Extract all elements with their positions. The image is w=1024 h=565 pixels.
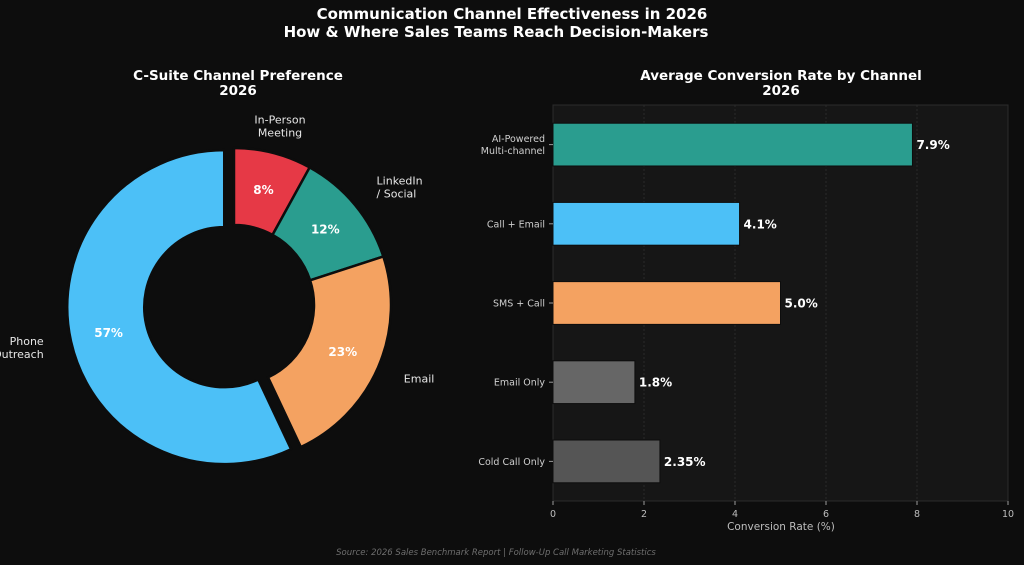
bar-value-label-call-email: 4.1%	[744, 217, 777, 231]
bar-call-email	[552, 201, 741, 246]
bar-value-label-email-only: 1.8%	[639, 376, 672, 390]
main-title-line1: Communication Channel Effectiveness in 2…	[317, 5, 708, 23]
pie-pct-label-phone-outreach: 57%	[94, 326, 123, 340]
bar-category-label-ai-powered-multi-channel: AI-Powered Multi-channel	[481, 134, 545, 157]
bar-value-label-ai-powered-multi-channel: 7.9%	[916, 138, 949, 152]
pie-slice-phone-outreach	[66, 148, 293, 466]
bar-tick-label-2: 2	[641, 509, 647, 520]
source-note: Source: 2026 Sales Benchmark Report | Fo…	[336, 548, 656, 558]
bar-tick-label-6: 6	[823, 509, 829, 520]
bar-ai-powered-multi-channel	[552, 122, 913, 167]
pie-title-line2: 2026	[219, 83, 257, 99]
bar-category-label-cold-call-only: Cold Call Only	[478, 457, 545, 468]
bar-email-only	[552, 360, 636, 405]
bar-tick-label-4: 4	[732, 509, 738, 520]
pie-pct-label-linkedin-social: 12%	[311, 222, 340, 236]
bar-category-label-call-email: Call + Email	[487, 219, 545, 230]
pie-category-label-email: Email	[404, 372, 435, 385]
bar-category-label-email-only: Email Only	[494, 378, 546, 389]
bar-title-line2: 2026	[762, 83, 800, 99]
bar-gridlines: 0 2 4 6 8 10	[550, 105, 1014, 520]
bar-tick-label-10: 10	[1002, 509, 1014, 520]
pie-pct-label-email: 23%	[328, 345, 357, 359]
pie-pct-label-in-person-meeting: 8%	[253, 183, 273, 197]
bar-value-label-sms-call: 5.0%	[785, 297, 818, 311]
pie-category-label-linkedin-social: LinkedIn / Social	[377, 175, 423, 201]
bar-value-label-cold-call-only: 2.35%	[664, 455, 706, 469]
donut-chart: 8% In-Person Meeting 12% LinkedIn / Social 23%…	[0, 113, 435, 466]
pie-category-label-in-person-meeting: In-Person Meeting	[254, 113, 305, 139]
bar-category-label-sms-call: SMS + Call	[493, 299, 545, 310]
pie-slice-email	[266, 254, 393, 449]
pie-category-label-phone-outreach: PhoneOutreach	[0, 335, 44, 361]
bar-title-line1: Average Conversion Rate by Channel	[640, 68, 921, 84]
bar-tick-label-8: 8	[914, 509, 920, 520]
bar-chart: 7.9% AI-Powered Multi-channel 4.1% Call + Em…	[478, 122, 950, 484]
bar-x-axis-label: Conversion Rate (%)	[727, 521, 835, 533]
bar-tick-label-0: 0	[550, 509, 556, 520]
main-title-line2: How & Where Sales Teams Reach Decision-M…	[284, 23, 709, 41]
bar-sms-call	[552, 281, 781, 325]
bar-cold-call-only	[552, 439, 661, 484]
pie-title-line1: C-Suite Channel Preference	[133, 68, 343, 84]
